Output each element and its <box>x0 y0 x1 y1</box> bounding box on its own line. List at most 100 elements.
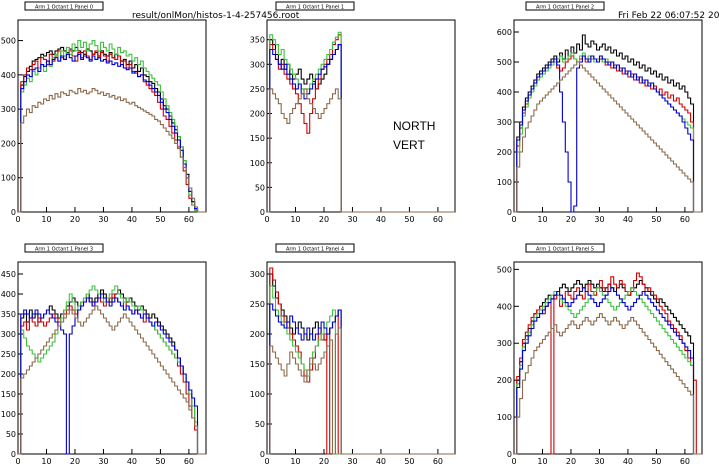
series-red <box>18 50 206 213</box>
x-tick-label: 40 <box>623 457 633 464</box>
x-tick-label: 40 <box>376 457 386 464</box>
x-tick-label: 30 <box>594 457 604 464</box>
x-tick-label: 40 <box>623 215 633 224</box>
series-black <box>267 39 455 213</box>
y-tick-label: 100 <box>497 413 512 422</box>
y-tick-label: 0 <box>11 450 16 459</box>
series-brown <box>18 88 206 213</box>
plot-frame <box>513 261 703 455</box>
series-green <box>267 31 455 213</box>
y-tick-label: 100 <box>250 390 265 399</box>
series-green <box>514 52 702 213</box>
panel-title-box <box>24 1 104 11</box>
x-tick-label: 50 <box>155 457 165 464</box>
x-tick-label: 30 <box>594 215 604 224</box>
panel-title: Arm 1 Octant 1 Panel 2 <box>536 5 594 11</box>
panel-title-box <box>525 1 605 11</box>
annotation-vert: VERT <box>393 138 425 152</box>
y-tick-label: 200 <box>497 376 512 385</box>
series-green <box>18 285 206 455</box>
series-green <box>267 285 455 455</box>
y-tick-label: 0 <box>11 208 16 217</box>
x-tick-label: 60 <box>184 457 194 464</box>
y-tick-label: 300 <box>250 60 265 69</box>
y-tick-label: 500 <box>497 58 512 67</box>
y-tick-label: 100 <box>1 410 16 419</box>
y-tick-label: 300 <box>250 270 265 279</box>
y-tick-label: 100 <box>1 174 16 183</box>
y-tick-label: 100 <box>250 159 265 168</box>
plot-frame <box>266 19 456 213</box>
x-tick-label: 20 <box>319 215 329 224</box>
y-tick-label: 0 <box>260 450 265 459</box>
x-tick-label: 30 <box>98 215 108 224</box>
x-tick-label: 0 <box>264 215 269 224</box>
series-black <box>18 289 206 455</box>
y-tick-label: 500 <box>497 265 512 274</box>
x-tick-label: 20 <box>70 457 80 464</box>
x-tick-label: 40 <box>127 215 137 224</box>
x-tick-label: 20 <box>319 457 329 464</box>
x-tick-label: 40 <box>376 215 386 224</box>
panel-title-box <box>275 1 355 11</box>
y-tick-label: 50 <box>6 430 16 439</box>
x-tick-label: 20 <box>566 457 576 464</box>
x-tick-label: 50 <box>651 215 661 224</box>
series-blue <box>18 53 206 213</box>
series-green <box>514 287 702 455</box>
y-tick-label: 200 <box>250 110 265 119</box>
x-tick-label: 0 <box>264 457 269 464</box>
y-tick-label: 350 <box>1 310 16 319</box>
y-tick-label: 450 <box>1 270 16 279</box>
y-tick-label: 400 <box>1 71 16 80</box>
series-blue <box>18 293 206 455</box>
x-tick-label: 60 <box>680 215 690 224</box>
panel-2: Arm 1 Octant 1 Panel 2010020030040050060… <box>497 1 703 224</box>
series-brown <box>267 88 455 213</box>
plot-frame <box>17 19 207 213</box>
y-tick-label: 200 <box>250 330 265 339</box>
y-tick-label: 150 <box>1 390 16 399</box>
x-tick-label: 50 <box>155 215 165 224</box>
y-tick-label: 50 <box>255 183 265 192</box>
panel-title: Arm 1 Octant 1 Panel 1 <box>286 5 344 11</box>
x-tick-label: 60 <box>433 215 443 224</box>
x-tick-label: 20 <box>566 215 576 224</box>
series-red <box>18 293 206 455</box>
y-tick-label: 200 <box>1 139 16 148</box>
y-tick-label: 300 <box>497 339 512 348</box>
x-tick-label: 60 <box>680 457 690 464</box>
x-tick-label: 0 <box>511 457 516 464</box>
y-tick-label: 50 <box>255 420 265 429</box>
panel-3: Arm 1 Octant 1 Panel 3050100150200250300… <box>1 243 207 464</box>
x-tick-label: 50 <box>404 215 414 224</box>
series-brown <box>18 305 206 455</box>
panel-title-box <box>24 243 104 253</box>
y-tick-label: 300 <box>497 118 512 127</box>
x-tick-label: 40 <box>127 457 137 464</box>
panel-title: Arm 1 Octant 1 Panel 5 <box>536 247 594 253</box>
series-black <box>514 34 702 213</box>
x-tick-label: 0 <box>15 215 20 224</box>
y-tick-label: 500 <box>1 37 16 46</box>
series-brown <box>514 313 702 455</box>
series-blue <box>267 303 455 455</box>
x-tick-label: 30 <box>347 457 357 464</box>
series-blue <box>514 55 702 213</box>
annotation-north: NORTH <box>393 119 436 133</box>
x-tick-label: 50 <box>651 457 661 464</box>
x-tick-label: 30 <box>98 457 108 464</box>
x-tick-label: 10 <box>537 215 547 224</box>
series-red <box>514 55 702 213</box>
series-red <box>267 34 455 213</box>
x-tick-label: 10 <box>290 215 300 224</box>
panel-1: Arm 1 Octant 1 Panel 1050100150200250300… <box>250 1 456 224</box>
series-black <box>514 279 702 455</box>
y-tick-label: 200 <box>1 370 16 379</box>
panel-4: Arm 1 Octant 1 Panel 4050100150200250300… <box>250 243 456 464</box>
y-tick-label: 400 <box>1 290 16 299</box>
panel-title: Arm 1 Octant 1 Panel 0 <box>35 5 93 11</box>
y-tick-label: 300 <box>1 105 16 114</box>
